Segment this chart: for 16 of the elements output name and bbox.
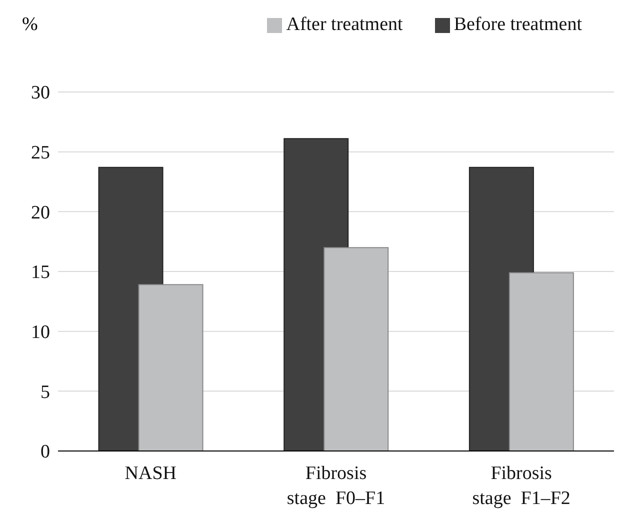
y-tick-label: 10 — [31, 322, 50, 344]
legend-label: After treatment — [286, 14, 403, 35]
bar — [138, 284, 204, 451]
bar — [324, 247, 389, 451]
legend-label: Before treatment — [454, 14, 582, 35]
x-tick-label: Fibrosis stage F0–F1 — [286, 463, 386, 509]
x-tick-label: NASH — [124, 463, 177, 484]
y-tick-label: 15 — [31, 262, 50, 284]
y-axis-title: % — [22, 14, 38, 36]
y-tick-label: 30 — [31, 82, 50, 104]
y-tick-label: 0 — [40, 442, 50, 463]
y-tick-label: 20 — [31, 202, 50, 224]
x-tick-label: Fibrosis stage F1–F2 — [472, 463, 570, 509]
y-tick-label: 25 — [31, 142, 50, 164]
bar — [508, 272, 574, 451]
y-tick-label: 5 — [40, 382, 50, 403]
